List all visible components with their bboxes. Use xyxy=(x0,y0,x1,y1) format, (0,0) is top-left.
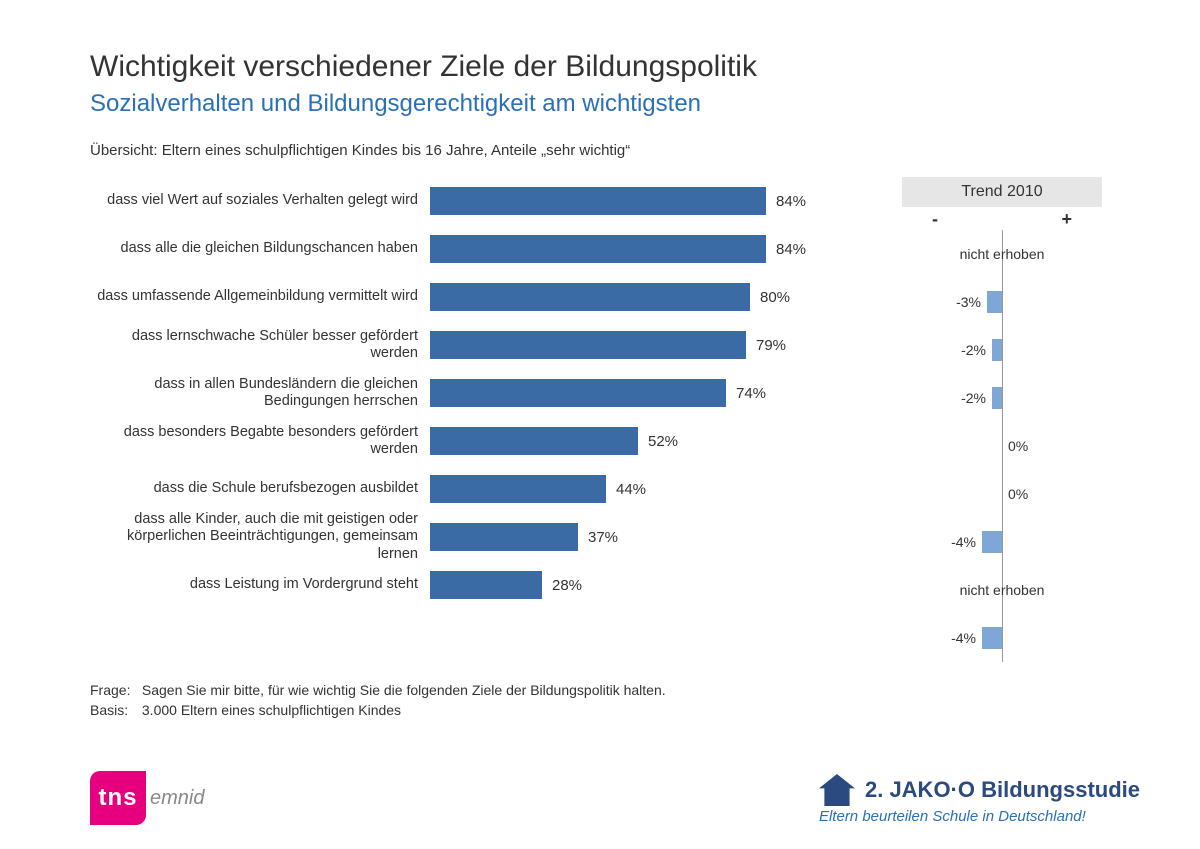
trend-bar xyxy=(987,291,1002,313)
chart-row-label: dass viel Wert auf soziales Verhalten ge… xyxy=(90,192,430,209)
bar-holder: 79% xyxy=(430,331,830,359)
bar-holder: 84% xyxy=(430,235,830,263)
bar-value: 80% xyxy=(760,289,790,306)
footnote-frage: Sagen Sie mir bitte, für wie wichtig Sie… xyxy=(142,682,666,698)
bar-value: 79% xyxy=(756,337,786,354)
bar xyxy=(430,475,606,503)
bar xyxy=(430,235,766,263)
chart-row: dass besonders Begabte besonders geförde… xyxy=(90,417,890,465)
chart-row-label: dass in allen Bundesländern die gleichen… xyxy=(90,376,430,411)
chart-row: dass in allen Bundesländern die gleichen… xyxy=(90,369,890,417)
page-subtitle: Sozialverhalten und Bildungsgerechtigkei… xyxy=(90,90,1140,118)
bar-value: 37% xyxy=(588,529,618,546)
trend-value: 0% xyxy=(1002,438,1034,454)
chart-row: dass umfassende Allgemeinbildung vermitt… xyxy=(90,273,890,321)
emnid-text: emnid xyxy=(150,787,204,810)
bar-value: 52% xyxy=(648,433,678,450)
trend-bar xyxy=(982,531,1002,553)
chart-area: dass viel Wert auf soziales Verhalten ge… xyxy=(90,177,1140,662)
page-title: Wichtigkeit verschiedener Ziele der Bild… xyxy=(90,50,1140,84)
bar-holder: 28% xyxy=(430,571,830,599)
trend-minus: - xyxy=(932,209,938,230)
trend-row: 0% xyxy=(902,470,1102,518)
bar-holder: 80% xyxy=(430,283,830,311)
trend-value: -4% xyxy=(945,630,982,646)
trend-column: Trend 2010 - + nicht erhoben -3% -2% -2% 0% 0… xyxy=(902,177,1102,662)
bar xyxy=(430,379,726,407)
jako-word: Bildungsstudie xyxy=(975,777,1140,802)
chart-row-label: dass alle die gleichen Bildungschancen h… xyxy=(90,240,430,257)
trend-row: -2% xyxy=(902,326,1102,374)
bar xyxy=(430,523,578,551)
chart-row: dass lernschwache Schüler besser geförde… xyxy=(90,321,890,369)
trend-header: Trend 2010 xyxy=(902,177,1102,207)
trend-body: nicht erhoben -3% -2% -2% 0% 0% -4% nicht erhob… xyxy=(902,230,1102,662)
bar-holder: 74% xyxy=(430,379,830,407)
trend-row: -4% xyxy=(902,614,1102,662)
trend-plus: + xyxy=(1061,209,1072,230)
bar xyxy=(430,571,542,599)
bar-holder: 52% xyxy=(430,427,830,455)
chart-row-label: dass alle Kinder, auch die mit geistigen… xyxy=(90,511,430,563)
chart-row-label: dass umfassende Allgemeinbildung vermitt… xyxy=(90,288,430,305)
jako-o-logo: 2. JAKO·O Bildungsstudie Eltern beurteil… xyxy=(819,774,1140,825)
chart-row-label: dass lernschwache Schüler besser geförde… xyxy=(90,328,430,363)
bar-holder: 84% xyxy=(430,187,830,215)
bar xyxy=(430,331,746,359)
tns-emnid-logo: tns emnid xyxy=(90,771,204,825)
footnote-basis: 3.000 Eltern eines schulpflichtigen Kind… xyxy=(142,702,401,718)
trend-bar xyxy=(992,387,1002,409)
bar xyxy=(430,283,750,311)
trend-bar xyxy=(992,339,1002,361)
chart-row-label: dass Leistung im Vordergrund steht xyxy=(90,576,430,593)
trend-value: -4% xyxy=(945,534,982,550)
bar-holder: 44% xyxy=(430,475,830,503)
chart-row-label: dass besonders Begabte besonders geförde… xyxy=(90,424,430,459)
trend-row: -3% xyxy=(902,278,1102,326)
trend-signs: - + xyxy=(902,207,1102,230)
trend-value: -2% xyxy=(955,390,992,406)
bar-value: 44% xyxy=(616,481,646,498)
footnote: Frage: Sagen Sie mir bitte, für wie wich… xyxy=(90,680,1140,721)
overview-text: Übersicht: Eltern eines schulpflichtigen… xyxy=(90,142,1140,159)
bar-value: 84% xyxy=(776,193,806,210)
bar-holder: 37% xyxy=(430,523,830,551)
jako-brand: JAKO·O xyxy=(889,777,975,802)
trend-value: -2% xyxy=(955,342,992,358)
bar xyxy=(430,427,638,455)
house-icon xyxy=(819,774,855,806)
trend-row: nicht erhoben xyxy=(902,566,1102,614)
main-bar-chart: dass viel Wert auf soziales Verhalten ge… xyxy=(90,177,890,609)
bar-value: 84% xyxy=(776,241,806,258)
trend-row: -2% xyxy=(902,374,1102,422)
trend-row: -4% xyxy=(902,518,1102,566)
trend-value: 0% xyxy=(1002,486,1034,502)
chart-row: dass Leistung im Vordergrund steht 28% xyxy=(90,561,890,609)
trend-row: nicht erhoben xyxy=(902,230,1102,278)
trend-na: nicht erhoben xyxy=(902,246,1102,262)
tns-logo-box: tns xyxy=(90,771,146,825)
footnote-basis-key: Basis: xyxy=(90,700,138,720)
bar xyxy=(430,187,766,215)
chart-row: dass alle die gleichen Bildungschancen h… xyxy=(90,225,890,273)
chart-row: dass viel Wert auf soziales Verhalten ge… xyxy=(90,177,890,225)
chart-row-label: dass die Schule berufsbezogen ausbildet xyxy=(90,480,430,497)
logo-row: tns emnid 2. JAKO·O Bildungsstudie Elter… xyxy=(90,771,1140,825)
trend-na: nicht erhoben xyxy=(902,582,1102,598)
bar-value: 28% xyxy=(552,577,582,594)
trend-bar xyxy=(982,627,1002,649)
trend-value: -3% xyxy=(950,294,987,310)
bar-value: 74% xyxy=(736,385,766,402)
chart-row: dass die Schule berufsbezogen ausbildet 4… xyxy=(90,465,890,513)
footnote-frage-key: Frage: xyxy=(90,680,138,700)
chart-row: dass alle Kinder, auch die mit geistigen… xyxy=(90,513,890,561)
jako-prefix: 2. xyxy=(865,777,889,802)
trend-row: 0% xyxy=(902,422,1102,470)
jako-subtitle: Eltern beurteilen Schule in Deutschland! xyxy=(819,808,1140,825)
